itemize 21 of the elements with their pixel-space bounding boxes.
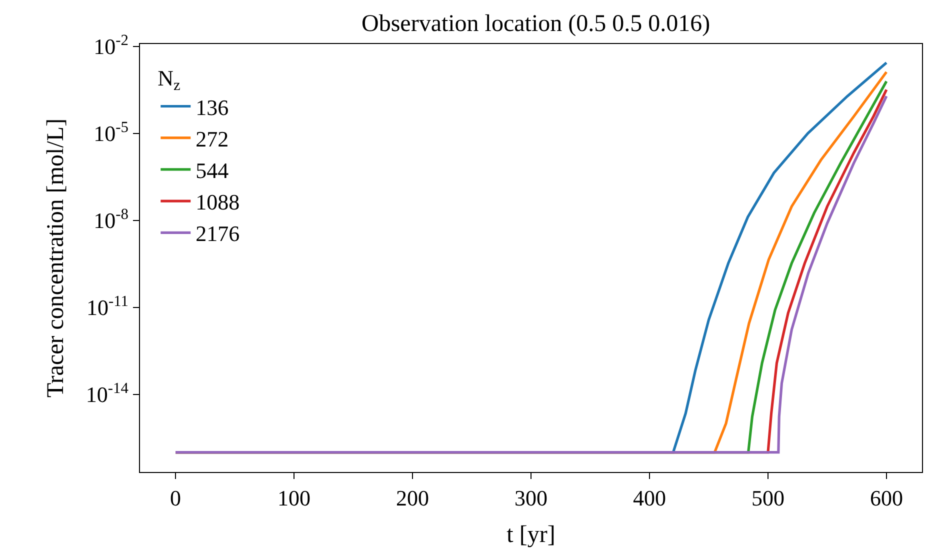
x-tick-label: 400 xyxy=(632,486,666,511)
x-tick-label: 300 xyxy=(514,486,548,511)
y-axis-title: Tracer concentration [mol/L] xyxy=(43,118,70,398)
x-tick-label: 600 xyxy=(870,486,903,511)
chart-title: Observation location (0.5 0.5 0.016) xyxy=(362,10,710,37)
legend-title: N$_{z}$ xyxy=(158,65,181,94)
x-tick-label: 500 xyxy=(751,486,784,511)
y-tick-label: 10$^{-8}$ xyxy=(94,206,129,234)
y-tick-label: 10$^{-11}$ xyxy=(86,292,128,320)
legend-label: 136 xyxy=(196,94,229,120)
y-tick-label: 10$^{-14}$ xyxy=(86,380,129,408)
y-tick-label: 10$^{-5}$ xyxy=(94,118,129,146)
x-tick-label: 200 xyxy=(396,486,430,511)
legend-label: 272 xyxy=(196,126,229,152)
x-axis-title: t [yr] xyxy=(506,522,556,548)
legend-label: 2176 xyxy=(196,221,240,246)
legend-label: 544 xyxy=(196,158,229,184)
x-tick-label: 0 xyxy=(170,486,182,511)
x-tick-label: 100 xyxy=(278,486,311,511)
legend-label: 1088 xyxy=(196,190,240,215)
y-tick-label: 10$^{-2}$ xyxy=(94,32,128,59)
